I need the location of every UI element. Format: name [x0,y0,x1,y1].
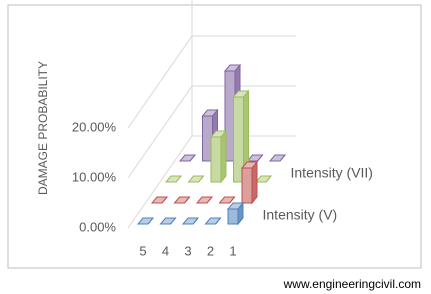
bar [173,196,191,204]
bar-face [210,136,222,183]
x-tick-label: 3 [184,243,191,258]
footer: www.engineeringcivil.com [283,277,421,291]
bar-face [173,196,191,204]
bar-face [227,208,239,225]
bar [246,154,264,162]
x-tick-label: 1 [229,243,236,258]
bar-face [251,160,258,205]
bar [218,196,236,204]
bar [178,154,197,162]
bar [136,217,155,225]
bar-face [232,90,250,98]
bar-face [226,202,245,210]
bar-face [136,217,155,225]
bar [226,201,245,226]
bar [209,129,228,184]
bar-face [241,167,253,204]
y-tick-label: 20.00% [72,119,117,134]
bar [164,175,183,183]
bar [204,217,222,225]
bar [254,175,273,183]
bar-face [268,154,287,162]
y-tick-label: 0.00% [79,219,116,234]
bar-face [159,217,177,225]
bar-face [204,217,222,225]
bar-face [201,109,219,117]
x-tick-label: 2 [207,243,214,258]
bar-face [254,175,273,183]
bar [181,217,200,225]
bar-face [209,130,228,138]
bar-face [195,196,214,204]
bar-face [218,196,236,204]
bar [232,89,250,184]
bar-face [240,161,259,169]
y-axis-title: DAMAGE PROBABILITY [36,61,50,195]
x-tick-label: 5 [139,243,146,258]
depth-label: Intensity (V) [263,207,338,223]
bar-face [246,154,264,162]
y-tick-label: 10.00% [72,169,117,184]
bar [187,175,205,183]
bar [159,217,177,225]
bar [240,160,259,205]
bar-face [220,129,227,184]
bar [268,154,287,162]
bar-face [178,154,197,162]
bar [195,196,214,204]
bar-face [223,64,242,72]
bar-face [187,175,205,183]
bar [150,196,169,204]
bar-face [164,175,183,183]
depth-label: Intensity (VII) [291,165,373,181]
bar-face [181,217,200,225]
bar-face [150,196,169,204]
x-tick-label: 4 [162,243,169,258]
